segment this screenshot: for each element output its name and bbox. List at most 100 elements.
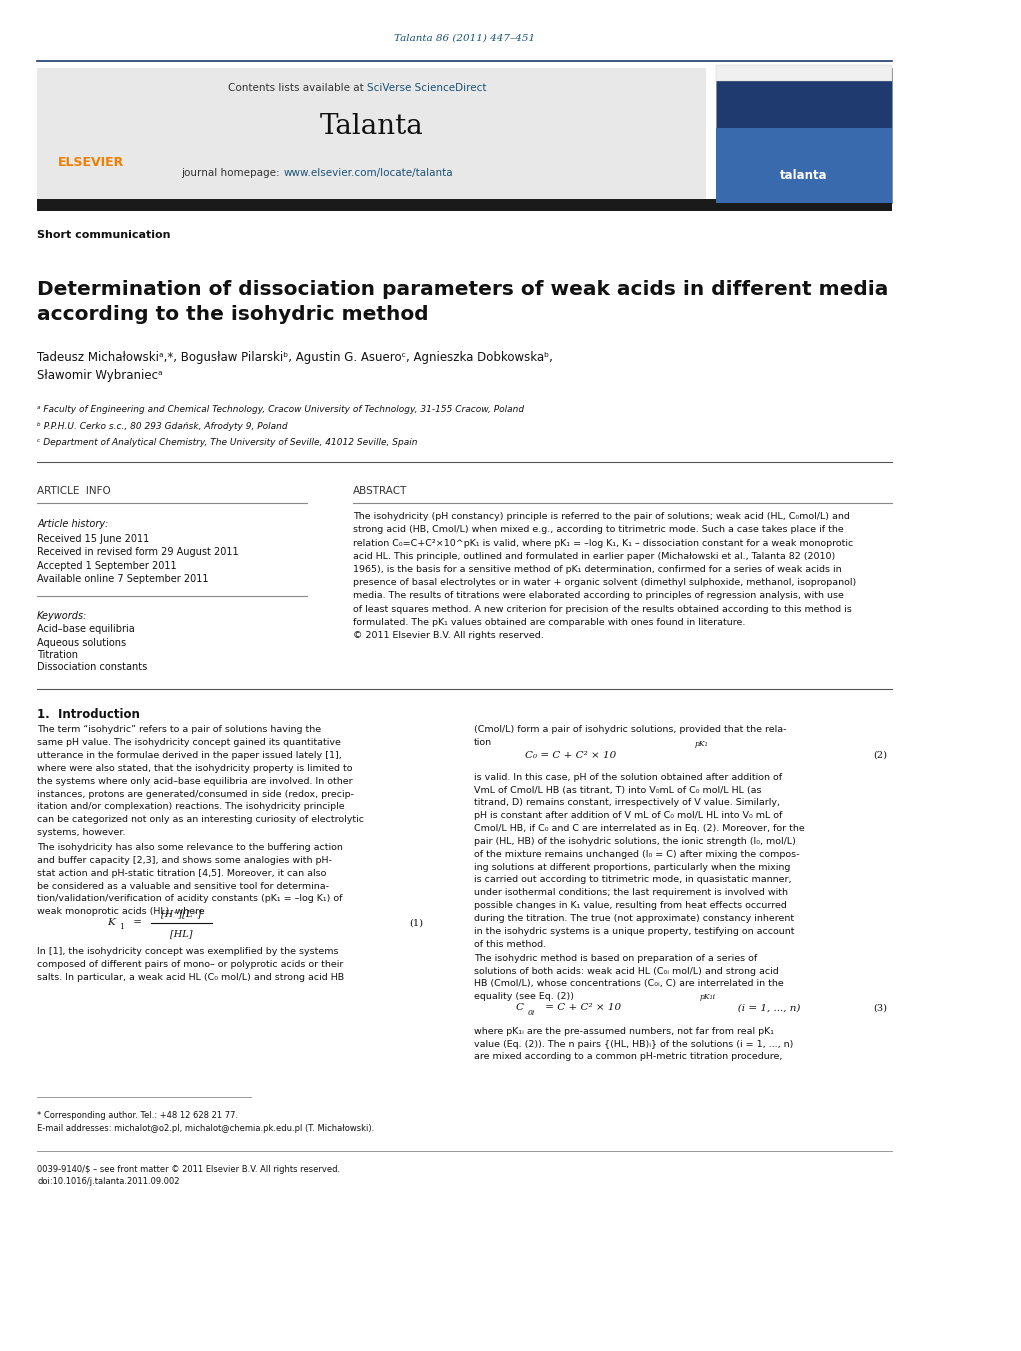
Text: C: C	[516, 1004, 524, 1012]
Text: The term “isohydric” refers to a pair of solutions having the: The term “isohydric” refers to a pair of…	[37, 725, 322, 735]
Text: Tadeusz Michałowskiᵃ,*, Bogusław Pilarskiᵇ, Agustin G. Asueroᶜ, Agnieszka Dobkow: Tadeusz Michałowskiᵃ,*, Bogusław Pilarsk…	[37, 351, 553, 382]
Text: (Cmol/L) form a pair of isohydric solutions, provided that the rela-: (Cmol/L) form a pair of isohydric soluti…	[474, 725, 786, 735]
Text: pH is constant after addition of V mL of C₀ mol/L HL into V₀ mL of: pH is constant after addition of V mL of…	[474, 811, 782, 820]
Text: Talanta: Talanta	[320, 113, 424, 141]
Text: strong acid (HB, Cmol/L) when mixed e.g., according to titrimetric mode. Such a : strong acid (HB, Cmol/L) when mixed e.g.…	[353, 526, 844, 534]
Text: (3): (3)	[873, 1004, 887, 1012]
Text: of the mixture remains unchanged (I₀ = C) after mixing the compos-: of the mixture remains unchanged (I₀ = C…	[474, 850, 799, 859]
Text: ELSEVIER: ELSEVIER	[57, 155, 124, 169]
Text: * Corresponding author. Tel.: +48 12 628 21 77.: * Corresponding author. Tel.: +48 12 628…	[37, 1111, 238, 1120]
Text: [H⁺][L⁻]: [H⁺][L⁻]	[161, 909, 201, 917]
Text: Short communication: Short communication	[37, 230, 171, 240]
Text: Accepted 1 September 2011: Accepted 1 September 2011	[37, 561, 177, 570]
Text: are mixed according to a common pH-metric titration procedure,: are mixed according to a common pH-metri…	[474, 1052, 782, 1062]
Text: The isohydricity (pH constancy) principle is referred to the pair of solutions; : The isohydricity (pH constancy) principl…	[353, 512, 850, 521]
Text: equality (see Eq. (2)): equality (see Eq. (2))	[474, 992, 574, 1001]
Text: Determination of dissociation parameters of weak acids in different media
accord: Determination of dissociation parameters…	[37, 280, 888, 324]
Text: ARTICLE  INFO: ARTICLE INFO	[37, 486, 111, 496]
Text: pK₁: pK₁	[695, 740, 709, 748]
Text: acid HL. This principle, outlined and formulated in earlier paper (Michałowski e: acid HL. This principle, outlined and fo…	[353, 551, 835, 561]
Text: salts. In particular, a weak acid HL (C₀ mol/L) and strong acid HB: salts. In particular, a weak acid HL (C₀…	[37, 973, 344, 982]
Text: ᶜ Department of Analytical Chemistry, The University of Seville, 41012 Seville, : ᶜ Department of Analytical Chemistry, Th…	[37, 438, 418, 447]
Text: possible changes in K₁ value, resulting from heat effects occurred: possible changes in K₁ value, resulting …	[474, 901, 787, 911]
Text: pair (HL, HB) of the isohydric solutions, the ionic strength (I₀, mol/L): pair (HL, HB) of the isohydric solutions…	[474, 836, 795, 846]
Text: of this method.: of this method.	[474, 940, 546, 948]
Text: stat action and pH-static titration [4,5]. Moreover, it can also: stat action and pH-static titration [4,5…	[37, 869, 327, 878]
Text: relation C₀=C+C²×10^pK₁ is valid, where pK₁ = –log K₁, K₁ – dissociation constan: relation C₀=C+C²×10^pK₁ is valid, where …	[353, 539, 854, 547]
Text: be considered as a valuable and sensitive tool for determina-: be considered as a valuable and sensitiv…	[37, 882, 329, 890]
Text: value (Eq. (2)). The n pairs {(HL, HB)ᵢ} of the solutions (i = 1, ..., n): value (Eq. (2)). The n pairs {(HL, HB)ᵢ}…	[474, 1040, 793, 1048]
Text: K: K	[107, 919, 114, 927]
Text: = C + C² × 10: = C + C² × 10	[542, 1004, 621, 1012]
Text: solutions of both acids: weak acid HL (C₀ᵢ mol/L) and strong acid: solutions of both acids: weak acid HL (C…	[474, 966, 779, 975]
Text: instances, protons are generated/consumed in side (redox, precip-: instances, protons are generated/consume…	[37, 789, 354, 798]
Text: 0i: 0i	[528, 1009, 535, 1017]
FancyBboxPatch shape	[716, 128, 892, 203]
Text: Article history:: Article history:	[37, 519, 108, 528]
Text: itation and/or complexation) reactions. The isohydricity principle: itation and/or complexation) reactions. …	[37, 802, 345, 812]
Text: the systems where only acid–base equilibria are involved. In other: the systems where only acid–base equilib…	[37, 777, 353, 786]
Text: Keywords:: Keywords:	[37, 611, 88, 620]
Text: The isohydric method is based on preparation of a series of: The isohydric method is based on prepara…	[474, 954, 758, 963]
Text: C₀ = C + C² × 10: C₀ = C + C² × 10	[525, 751, 617, 759]
Text: Cmol/L HB, if C₀ and C are interrelated as in Eq. (2). Moreover, for the: Cmol/L HB, if C₀ and C are interrelated …	[474, 824, 805, 834]
Text: is valid. In this case, pH of the solution obtained after addition of: is valid. In this case, pH of the soluti…	[474, 773, 782, 782]
Text: media. The results of titrations were elaborated according to principles of regr: media. The results of titrations were el…	[353, 592, 844, 600]
Text: titrand, D) remains constant, irrespectively of V value. Similarly,: titrand, D) remains constant, irrespecti…	[474, 798, 780, 808]
Text: during the titration. The true (not approximate) constancy inherent: during the titration. The true (not appr…	[474, 915, 794, 923]
Text: ᵇ P.P.H.U. Cerko s.c., 80 293 Gdańsk, Afrodyty 9, Poland: ᵇ P.P.H.U. Cerko s.c., 80 293 Gdańsk, Af…	[37, 422, 288, 431]
Text: SciVerse ScienceDirect: SciVerse ScienceDirect	[368, 82, 487, 93]
FancyBboxPatch shape	[716, 65, 892, 81]
FancyBboxPatch shape	[716, 68, 892, 203]
Text: VmL of Cmol/L HB (as titrant, T) into V₀mL of C₀ mol/L HL (as: VmL of Cmol/L HB (as titrant, T) into V₀…	[474, 785, 762, 794]
Text: weak monoprotic acids (HL), where: weak monoprotic acids (HL), where	[37, 908, 205, 916]
Text: Acid–base equilibria: Acid–base equilibria	[37, 624, 135, 634]
Text: where pK₁ᵢ are the pre-assumed numbers, not far from real pK₁: where pK₁ᵢ are the pre-assumed numbers, …	[474, 1027, 774, 1036]
Text: tion: tion	[474, 738, 492, 747]
Text: (1): (1)	[408, 919, 423, 927]
Text: ᵃ Faculty of Engineering and Chemical Technology, Cracow University of Technolog: ᵃ Faculty of Engineering and Chemical Te…	[37, 405, 525, 415]
Text: journal homepage:: journal homepage:	[182, 168, 284, 178]
Text: 1: 1	[118, 923, 124, 931]
Text: Aqueous solutions: Aqueous solutions	[37, 638, 127, 647]
Text: 1965), is the basis for a sensitive method of pK₁ determination, confirmed for a: 1965), is the basis for a sensitive meth…	[353, 565, 841, 574]
Text: © 2011 Elsevier B.V. All rights reserved.: © 2011 Elsevier B.V. All rights reserved…	[353, 631, 544, 640]
Text: =: =	[130, 919, 142, 927]
Text: talanta: talanta	[780, 169, 828, 182]
Text: is carried out according to titrimetric mode, in quasistatic manner,: is carried out according to titrimetric …	[474, 875, 791, 885]
Text: can be categorized not only as an interesting curiosity of electrolytic: can be categorized not only as an intere…	[37, 816, 364, 824]
Text: composed of different pairs of mono– or polyprotic acids or their: composed of different pairs of mono– or …	[37, 959, 343, 969]
Text: in the isohydric systems is a unique property, testifying on account: in the isohydric systems is a unique pro…	[474, 927, 794, 936]
Text: Talanta 86 (2011) 447–451: Talanta 86 (2011) 447–451	[394, 34, 535, 42]
Text: under isothermal conditions; the last requirement is involved with: under isothermal conditions; the last re…	[474, 889, 788, 897]
FancyBboxPatch shape	[37, 199, 892, 211]
Text: Contents lists available at: Contents lists available at	[228, 82, 368, 93]
Text: HB (Cmol/L), whose concentrations (C₀ᵢ, C) are interrelated in the: HB (Cmol/L), whose concentrations (C₀ᵢ, …	[474, 979, 784, 989]
Text: Received 15 June 2011: Received 15 June 2011	[37, 534, 149, 543]
Text: same pH value. The isohydricity concept gained its quantitative: same pH value. The isohydricity concept …	[37, 738, 341, 747]
Text: and buffer capacity [2,3], and shows some analogies with pH-: and buffer capacity [2,3], and shows som…	[37, 857, 332, 865]
Text: (i = 1, ..., n): (i = 1, ..., n)	[728, 1004, 800, 1012]
Text: www.elsevier.com/locate/talanta: www.elsevier.com/locate/talanta	[284, 168, 453, 178]
Text: systems, however.: systems, however.	[37, 828, 126, 838]
Text: formulated. The pK₁ values obtained are comparable with ones found in literature: formulated. The pK₁ values obtained are …	[353, 617, 745, 627]
Text: 1.  Introduction: 1. Introduction	[37, 708, 140, 721]
Text: of least squares method. A new criterion for precision of the results obtained a: of least squares method. A new criterion…	[353, 605, 852, 613]
Text: presence of basal electrolytes or in water + organic solvent (dimethyl sulphoxid: presence of basal electrolytes or in wat…	[353, 578, 857, 588]
Text: ABSTRACT: ABSTRACT	[353, 486, 407, 496]
Text: Dissociation constants: Dissociation constants	[37, 662, 147, 671]
Text: where were also stated, that the isohydricity property is limited to: where were also stated, that the isohydr…	[37, 765, 352, 773]
FancyBboxPatch shape	[37, 68, 707, 200]
Text: In [1], the isohydricity concept was exemplified by the systems: In [1], the isohydricity concept was exe…	[37, 947, 339, 957]
Text: (2): (2)	[873, 751, 887, 759]
Text: Received in revised form 29 August 2011: Received in revised form 29 August 2011	[37, 547, 239, 557]
Text: ing solutions at different proportions, particularly when the mixing: ing solutions at different proportions, …	[474, 862, 790, 871]
Text: 0039-9140/$ – see front matter © 2011 Elsevier B.V. All rights reserved.: 0039-9140/$ – see front matter © 2011 El…	[37, 1165, 340, 1174]
Text: doi:10.1016/j.talanta.2011.09.002: doi:10.1016/j.talanta.2011.09.002	[37, 1177, 180, 1186]
Text: [HL]: [HL]	[169, 929, 192, 938]
Text: E-mail addresses: michalot@o2.pl, michalot@chemia.pk.edu.pl (T. Michałowski).: E-mail addresses: michalot@o2.pl, michal…	[37, 1124, 375, 1133]
Text: utterance in the formulae derived in the paper issued lately [1],: utterance in the formulae derived in the…	[37, 751, 342, 761]
Text: pK₁i: pK₁i	[699, 993, 716, 1001]
Text: The isohydricity has also some relevance to the buffering action: The isohydricity has also some relevance…	[37, 843, 343, 852]
Text: tion/validation/verification of acidity constants (pK₁ = –log K₁) of: tion/validation/verification of acidity …	[37, 894, 343, 904]
